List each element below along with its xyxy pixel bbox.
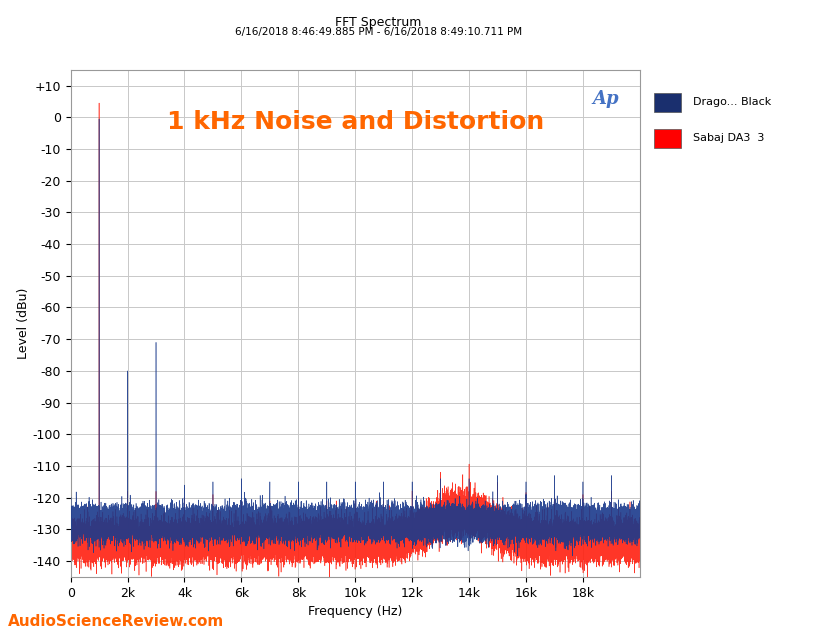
Text: 1 kHz Noise and Distortion: 1 kHz Noise and Distortion	[167, 110, 543, 134]
Y-axis label: Level (dBu): Level (dBu)	[17, 288, 30, 359]
Text: Sabaj DA3  3: Sabaj DA3 3	[693, 134, 764, 143]
Text: AudioScienceReview.com: AudioScienceReview.com	[8, 614, 224, 629]
Bar	[654, 93, 681, 112]
Text: 6/16/2018 8:46:49.885 PM - 6/16/2018 8:49:10.711 PM: 6/16/2018 8:46:49.885 PM - 6/16/2018 8:4…	[234, 27, 522, 37]
X-axis label: Frequency (Hz): Frequency (Hz)	[308, 605, 402, 618]
Text: Ap: Ap	[593, 90, 619, 108]
Text: Data: Data	[709, 64, 741, 77]
Bar	[654, 129, 681, 148]
Text: FFT Spectrum: FFT Spectrum	[335, 16, 421, 29]
Text: Drago... Black: Drago... Black	[693, 97, 771, 107]
